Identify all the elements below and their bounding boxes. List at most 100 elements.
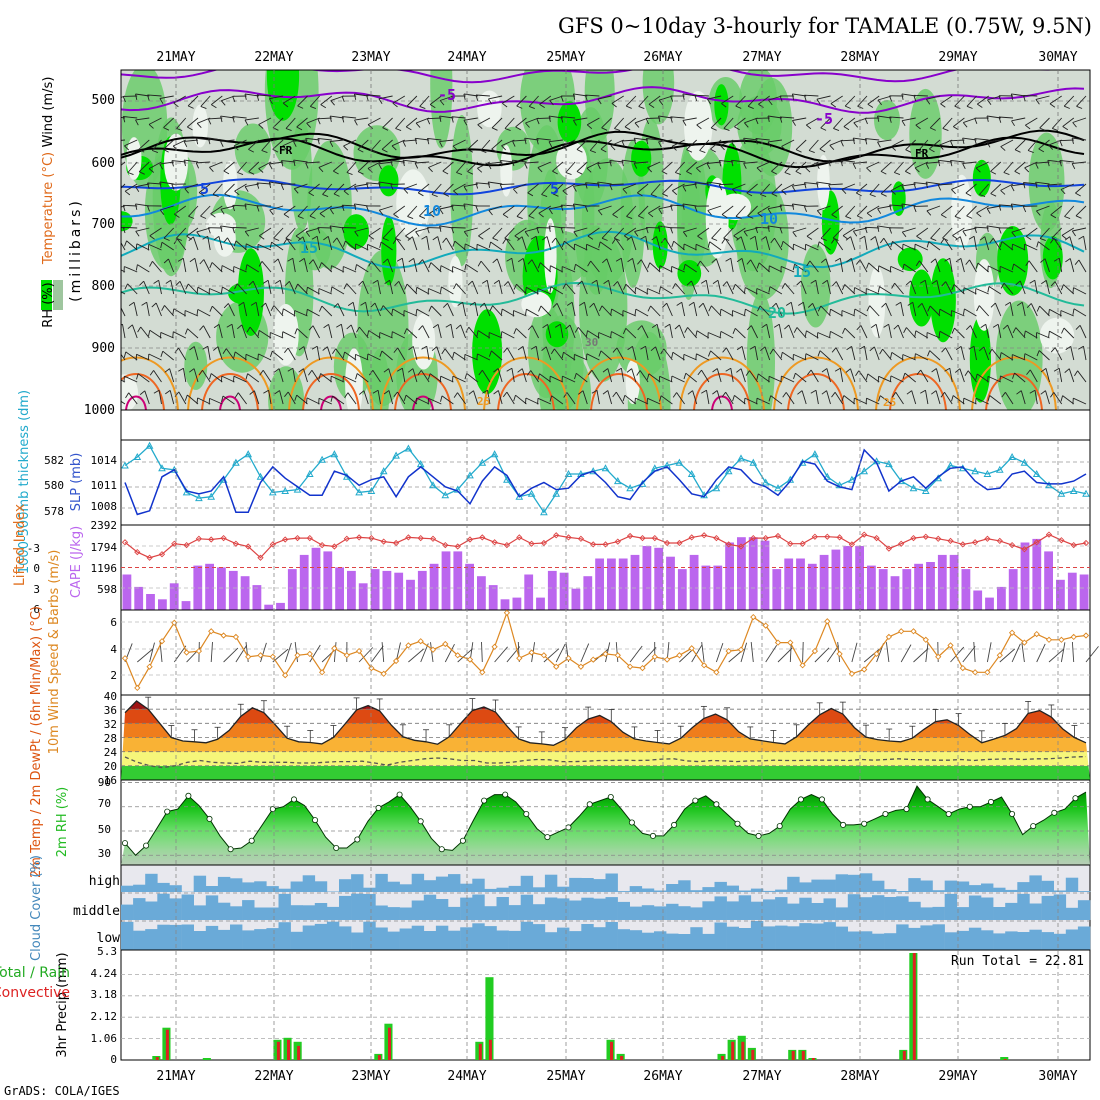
cape-bar bbox=[961, 569, 971, 610]
wind-barb bbox=[609, 183, 624, 186]
wind-barb bbox=[1024, 161, 1038, 169]
wind10m-point bbox=[590, 656, 597, 663]
cloud-block bbox=[302, 875, 316, 892]
wind-barb bbox=[990, 161, 1002, 172]
wind-barb bbox=[526, 286, 539, 295]
wind-barb-flag bbox=[974, 118, 978, 124]
cloud-block bbox=[181, 924, 194, 950]
thickness-point bbox=[133, 452, 142, 460]
wind-barb-flag bbox=[926, 99, 931, 105]
cloud-block bbox=[1017, 882, 1030, 892]
thickness-point bbox=[835, 481, 844, 489]
wind-barb-flag bbox=[548, 141, 553, 148]
wind-barb-flag bbox=[731, 160, 734, 167]
wind-barb-flag bbox=[647, 305, 652, 312]
wind-barb bbox=[1038, 139, 1050, 150]
wind10m-point bbox=[577, 663, 585, 670]
wind-barb-flag bbox=[610, 308, 613, 316]
wind10m-point bbox=[429, 646, 437, 653]
wind-barb bbox=[874, 236, 880, 251]
wind-barb bbox=[1011, 117, 1026, 122]
cloud-block bbox=[884, 889, 897, 892]
wind-barb-flag bbox=[841, 395, 845, 402]
wind-barb bbox=[372, 370, 381, 383]
wind-barb-flag bbox=[151, 302, 157, 308]
rh-moist-area bbox=[874, 100, 900, 141]
thickness-point bbox=[921, 486, 930, 494]
wind-barb bbox=[121, 353, 126, 361]
wind10m-barb bbox=[149, 642, 155, 663]
wind-barb bbox=[184, 183, 199, 190]
wind-barb-flag bbox=[1027, 150, 1034, 154]
rh2m-point bbox=[1030, 823, 1037, 830]
wind-barb bbox=[920, 369, 929, 383]
wind-barb bbox=[600, 139, 612, 150]
wind-barb bbox=[382, 227, 393, 239]
wind-barb-flag bbox=[1075, 324, 1081, 330]
wind-barb-flag bbox=[443, 193, 450, 197]
wind-barb-flag bbox=[999, 375, 1001, 382]
wind-barb bbox=[606, 258, 613, 273]
wind-barb bbox=[640, 259, 649, 273]
wind-barb-flag bbox=[612, 347, 618, 353]
wind-barb-flag bbox=[611, 103, 617, 108]
wind10m-point bbox=[134, 684, 141, 692]
cape-bar bbox=[193, 565, 203, 610]
cape-bar bbox=[796, 558, 805, 610]
wind-barb bbox=[649, 262, 661, 273]
wind-barb-flag bbox=[565, 172, 572, 176]
wind10m-barb bbox=[284, 642, 292, 663]
wind-barb-flag bbox=[591, 389, 598, 394]
wind-barb-flag bbox=[452, 351, 455, 359]
wind-barb-flag bbox=[968, 345, 975, 350]
wind-barb bbox=[621, 159, 636, 163]
wind-barb bbox=[327, 236, 333, 251]
lifted-index-point bbox=[737, 543, 745, 550]
wind-barb-flag bbox=[122, 227, 126, 234]
wind-barb bbox=[268, 390, 272, 405]
wind-barb bbox=[285, 227, 296, 239]
wind-barb bbox=[662, 183, 673, 195]
wind-barb-flag bbox=[135, 203, 138, 210]
wind-barb bbox=[188, 205, 199, 217]
wind-barb-flag bbox=[501, 145, 507, 151]
wind-barb bbox=[492, 227, 503, 239]
wind-barb-flag bbox=[402, 160, 405, 167]
wind-barb bbox=[866, 205, 880, 214]
wind-barb-flag bbox=[463, 231, 469, 237]
wind-barb-flag bbox=[602, 258, 608, 264]
wind-barb-flag bbox=[124, 145, 130, 151]
cloud-block bbox=[230, 906, 243, 920]
wind-barb bbox=[596, 280, 600, 295]
wind-barb-flag bbox=[913, 95, 917, 102]
wind-barb bbox=[381, 139, 393, 150]
cloud-block bbox=[581, 878, 594, 892]
wind10m-tick: 4 bbox=[110, 643, 117, 656]
wind-barb bbox=[320, 95, 333, 105]
wind10m-point bbox=[750, 613, 757, 621]
wind-barb-flag bbox=[1071, 163, 1076, 170]
wind-barb-flag bbox=[513, 395, 516, 402]
wind-barb-flag bbox=[127, 172, 134, 176]
wind-barb-flag bbox=[846, 258, 852, 263]
wind-barb bbox=[121, 95, 126, 98]
wind-barb bbox=[720, 331, 734, 339]
wind-barb-flag bbox=[955, 368, 961, 373]
wind-barb-flag bbox=[135, 243, 138, 250]
wind-barb-flag bbox=[220, 115, 223, 123]
cloud-block bbox=[1005, 902, 1018, 920]
wind-barb-flag bbox=[524, 162, 528, 169]
wind-barb bbox=[696, 330, 710, 339]
wind-barb bbox=[541, 183, 552, 195]
wind-barb bbox=[537, 397, 551, 405]
wind-barb-flag bbox=[550, 348, 555, 355]
wind10m-point bbox=[971, 669, 979, 676]
wind-barb bbox=[273, 305, 284, 317]
wind-barb bbox=[319, 205, 333, 214]
wind-barb bbox=[371, 260, 381, 273]
cape-bar bbox=[429, 563, 439, 610]
wind10m-barb bbox=[802, 641, 804, 663]
wind-barb bbox=[1063, 284, 1075, 295]
wind-barb bbox=[312, 325, 320, 339]
cape-bar bbox=[926, 562, 935, 610]
